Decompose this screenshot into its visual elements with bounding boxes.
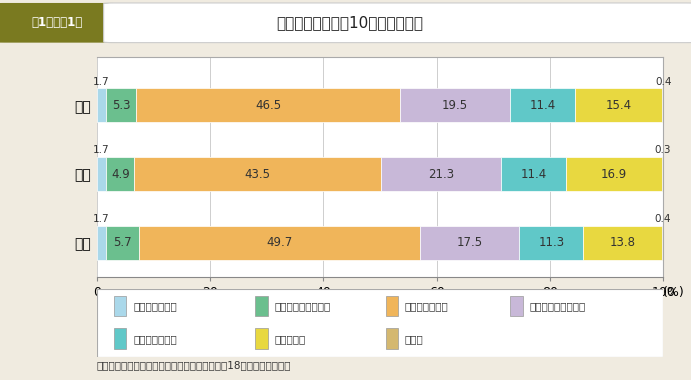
Text: 5.3: 5.3 bbox=[112, 99, 131, 112]
Bar bbox=[575, 88, 662, 122]
Text: やや強くなっている: やや強くなっている bbox=[274, 301, 331, 311]
Bar bbox=[139, 226, 420, 260]
Bar bbox=[662, 157, 663, 191]
Text: 13.8: 13.8 bbox=[609, 236, 636, 249]
Text: （備考）内閣府「国民生活選好度調査」（平成18年度）より作成。: （備考）内閣府「国民生活選好度調査」（平成18年度）より作成。 bbox=[97, 360, 291, 370]
Text: 1.7: 1.7 bbox=[93, 77, 110, 87]
FancyBboxPatch shape bbox=[511, 296, 523, 316]
Text: やや弱くなっている: やや弱くなっている bbox=[529, 301, 586, 311]
Text: 0.4: 0.4 bbox=[654, 214, 671, 224]
Text: 4.9: 4.9 bbox=[111, 168, 130, 180]
Text: 15.4: 15.4 bbox=[605, 99, 632, 112]
Text: 49.7: 49.7 bbox=[266, 236, 292, 249]
Text: 弱くなっている: 弱くなっている bbox=[133, 334, 177, 344]
FancyBboxPatch shape bbox=[114, 328, 126, 349]
Text: 第1－特－1図: 第1－特－1図 bbox=[32, 16, 83, 29]
FancyBboxPatch shape bbox=[256, 296, 268, 316]
Bar bbox=[97, 226, 106, 260]
Text: 0.4: 0.4 bbox=[655, 77, 672, 87]
Text: 16.9: 16.9 bbox=[600, 168, 627, 180]
Bar bbox=[134, 157, 381, 191]
Text: 1.7: 1.7 bbox=[93, 146, 110, 155]
Text: 43.5: 43.5 bbox=[245, 168, 270, 180]
FancyBboxPatch shape bbox=[256, 328, 268, 349]
Bar bbox=[97, 88, 106, 122]
Bar bbox=[566, 157, 662, 191]
Bar bbox=[106, 88, 136, 122]
Text: 無回答: 無回答 bbox=[405, 334, 424, 344]
FancyBboxPatch shape bbox=[386, 328, 398, 349]
Text: 強くなっている: 強くなっている bbox=[133, 301, 177, 311]
Bar bbox=[520, 226, 583, 260]
Text: 46.5: 46.5 bbox=[255, 99, 281, 112]
Bar bbox=[501, 157, 566, 191]
Text: 地域のつながり－10年前と比較－: 地域のつながり－10年前と比較－ bbox=[276, 15, 424, 30]
Text: 5.7: 5.7 bbox=[113, 236, 132, 249]
Text: わからない: わからない bbox=[274, 334, 306, 344]
Text: 21.3: 21.3 bbox=[428, 168, 454, 180]
Text: 17.5: 17.5 bbox=[457, 236, 483, 249]
Text: 11.4: 11.4 bbox=[529, 99, 556, 112]
Bar bbox=[106, 157, 134, 191]
FancyBboxPatch shape bbox=[0, 3, 121, 43]
Bar bbox=[106, 226, 139, 260]
Text: 11.4: 11.4 bbox=[520, 168, 547, 180]
Bar bbox=[511, 88, 575, 122]
Bar bbox=[583, 226, 662, 260]
Bar bbox=[662, 226, 664, 260]
Bar bbox=[97, 157, 106, 191]
FancyBboxPatch shape bbox=[114, 296, 126, 316]
Bar bbox=[662, 88, 665, 122]
FancyBboxPatch shape bbox=[104, 3, 691, 43]
Bar bbox=[381, 157, 501, 191]
Bar bbox=[400, 88, 511, 122]
Text: 1.7: 1.7 bbox=[93, 214, 110, 224]
Text: 0: 0 bbox=[93, 287, 101, 299]
FancyBboxPatch shape bbox=[386, 296, 398, 316]
Bar bbox=[420, 226, 520, 260]
Bar bbox=[136, 88, 400, 122]
Text: 0.3: 0.3 bbox=[654, 146, 671, 155]
Text: 19.5: 19.5 bbox=[442, 99, 468, 112]
Text: 11.3: 11.3 bbox=[538, 236, 565, 249]
Text: 変わっていない: 変わっていない bbox=[405, 301, 448, 311]
FancyBboxPatch shape bbox=[97, 289, 663, 357]
Text: (%): (%) bbox=[663, 287, 685, 299]
